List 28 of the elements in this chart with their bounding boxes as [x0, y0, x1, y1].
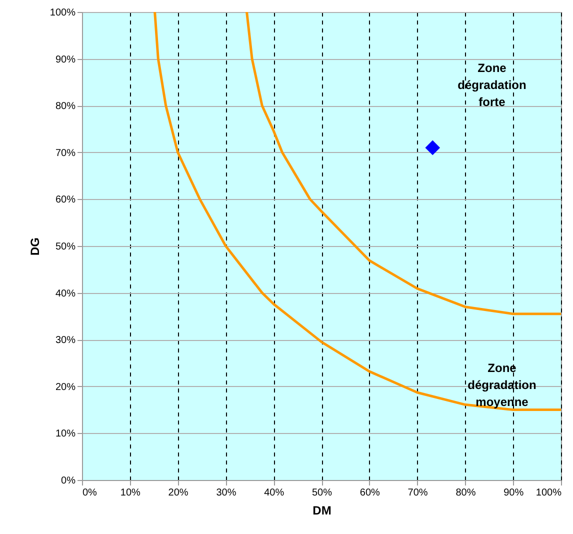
y-tick-label: 30%: [55, 335, 76, 346]
y-tick-label: 0%: [61, 476, 76, 486]
y-tick-label: 100%: [50, 8, 76, 18]
x-tick-label: 70%: [408, 488, 428, 498]
annotation: Zone dégradation moyenne: [468, 361, 536, 409]
x-tick-label: 40%: [264, 488, 284, 498]
x-tick-label: 80%: [456, 488, 476, 498]
y-tick-label: 70%: [55, 148, 76, 159]
y-tick-label: 50%: [55, 242, 76, 252]
x-tick-label: 0%: [82, 488, 98, 498]
y-tick-label: 10%: [55, 428, 76, 440]
x-axis-title: DM: [312, 504, 332, 518]
y-tick-label: 60%: [55, 194, 76, 206]
y-tick-label: 90%: [55, 54, 76, 66]
line-series: [154, 12, 561, 412]
x-tick-label: 100%: [536, 488, 562, 498]
line-series: [246, 12, 561, 316]
x-tick-label: 90%: [504, 488, 524, 498]
y-tick-label: 80%: [55, 101, 76, 112]
x-tick-label: 60%: [360, 488, 380, 498]
x-tick-label: 20%: [168, 488, 188, 498]
x-tick-label: 10%: [120, 488, 141, 498]
y-tick-label: 40%: [55, 288, 76, 300]
x-tick-label: 50%: [312, 488, 332, 498]
y-tick-label: 20%: [55, 382, 76, 393]
y-axis-title: DG: [28, 238, 42, 256]
annotation: Zone dégradation forte: [458, 61, 526, 109]
x-tick-label: 30%: [216, 488, 236, 498]
